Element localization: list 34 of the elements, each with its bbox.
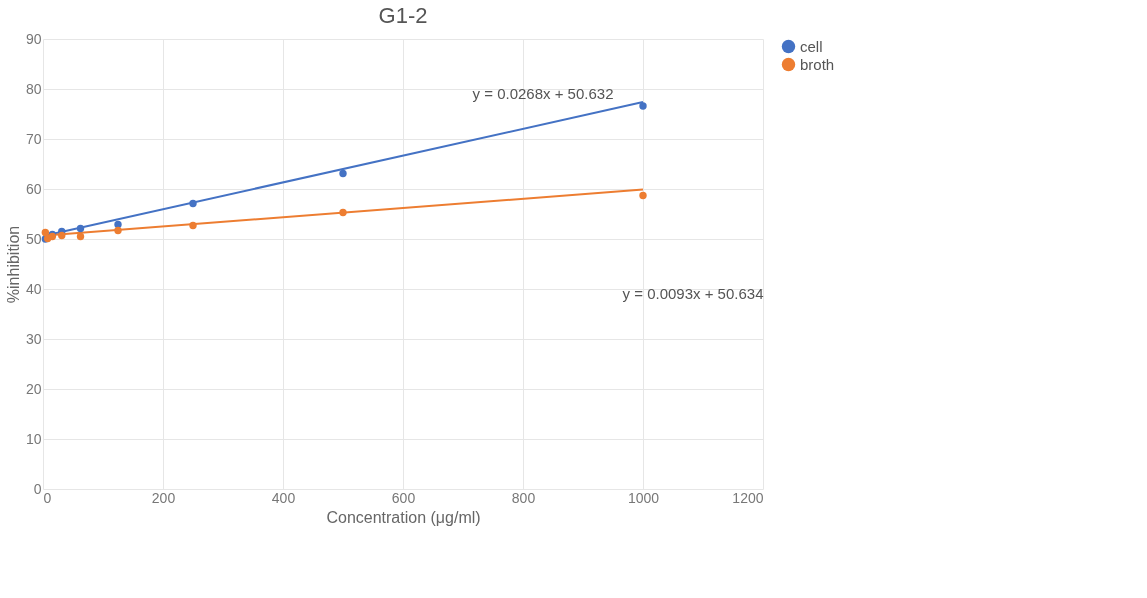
point <box>76 232 85 241</box>
y-tick-label: 90 <box>25 30 42 47</box>
x-tick-label: 800 <box>511 489 536 506</box>
y-tick-label: 30 <box>25 330 42 347</box>
chart-title: G1-2 <box>378 3 428 28</box>
legend-label: broth <box>800 55 835 73</box>
point <box>639 191 647 200</box>
y-axis-title: %inhibition <box>4 225 22 304</box>
legend-label: cell <box>800 37 823 55</box>
point <box>114 226 122 235</box>
annotation: y = 0.0268x + 50.632 <box>472 85 614 102</box>
point <box>639 102 647 110</box>
point <box>339 208 347 217</box>
y-tick-label: 40 <box>25 280 42 297</box>
y-tick-label: 70 <box>25 130 42 147</box>
x-tick-label: 200 <box>151 489 176 506</box>
y-tick-label: 20 <box>25 380 42 397</box>
x-tick-label: 600 <box>391 489 416 506</box>
annotation: y = 0.0093x + 50.634 <box>622 285 764 302</box>
x-tick-label: 400 <box>271 489 296 506</box>
y-tick-label: 80 <box>25 80 42 97</box>
point <box>76 224 85 233</box>
point <box>189 221 197 230</box>
x-tick-label: 1000 <box>627 489 660 506</box>
y-tick-label: 60 <box>25 180 42 197</box>
x-axis-title: Concentration (μg/ml) <box>326 508 481 526</box>
y-tick-label: 50 <box>25 230 42 247</box>
x-tick-label: 1200 <box>732 489 764 506</box>
point <box>41 228 50 237</box>
point <box>58 231 66 240</box>
point <box>189 199 197 208</box>
y-tick-label: 10 <box>25 430 42 447</box>
point <box>339 169 347 178</box>
point <box>114 220 122 229</box>
